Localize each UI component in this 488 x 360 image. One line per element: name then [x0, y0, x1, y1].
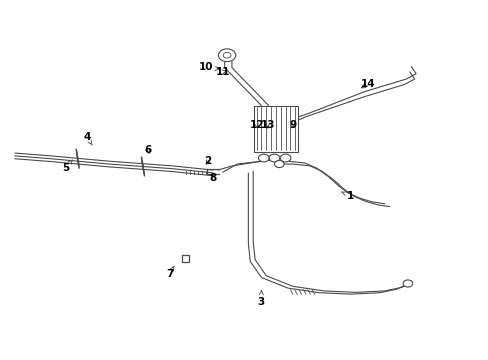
- Text: 10: 10: [198, 62, 219, 72]
- Circle shape: [274, 161, 284, 168]
- Text: 9: 9: [289, 120, 296, 130]
- Text: 14: 14: [360, 79, 374, 89]
- Circle shape: [402, 280, 412, 287]
- Text: 13: 13: [260, 120, 274, 130]
- Circle shape: [280, 154, 290, 162]
- Text: 5: 5: [62, 160, 72, 172]
- Text: 7: 7: [165, 266, 174, 279]
- Bar: [254, 105, 297, 152]
- Circle shape: [268, 154, 279, 162]
- Text: 3: 3: [257, 291, 264, 307]
- Text: 4: 4: [83, 132, 92, 145]
- Text: 1: 1: [341, 191, 354, 201]
- Circle shape: [218, 49, 235, 62]
- Circle shape: [223, 53, 230, 58]
- Text: 11: 11: [215, 67, 229, 77]
- Circle shape: [258, 154, 268, 162]
- Text: 6: 6: [144, 145, 151, 155]
- Text: 8: 8: [209, 173, 216, 183]
- Text: 12: 12: [249, 120, 264, 130]
- Text: 2: 2: [204, 156, 211, 166]
